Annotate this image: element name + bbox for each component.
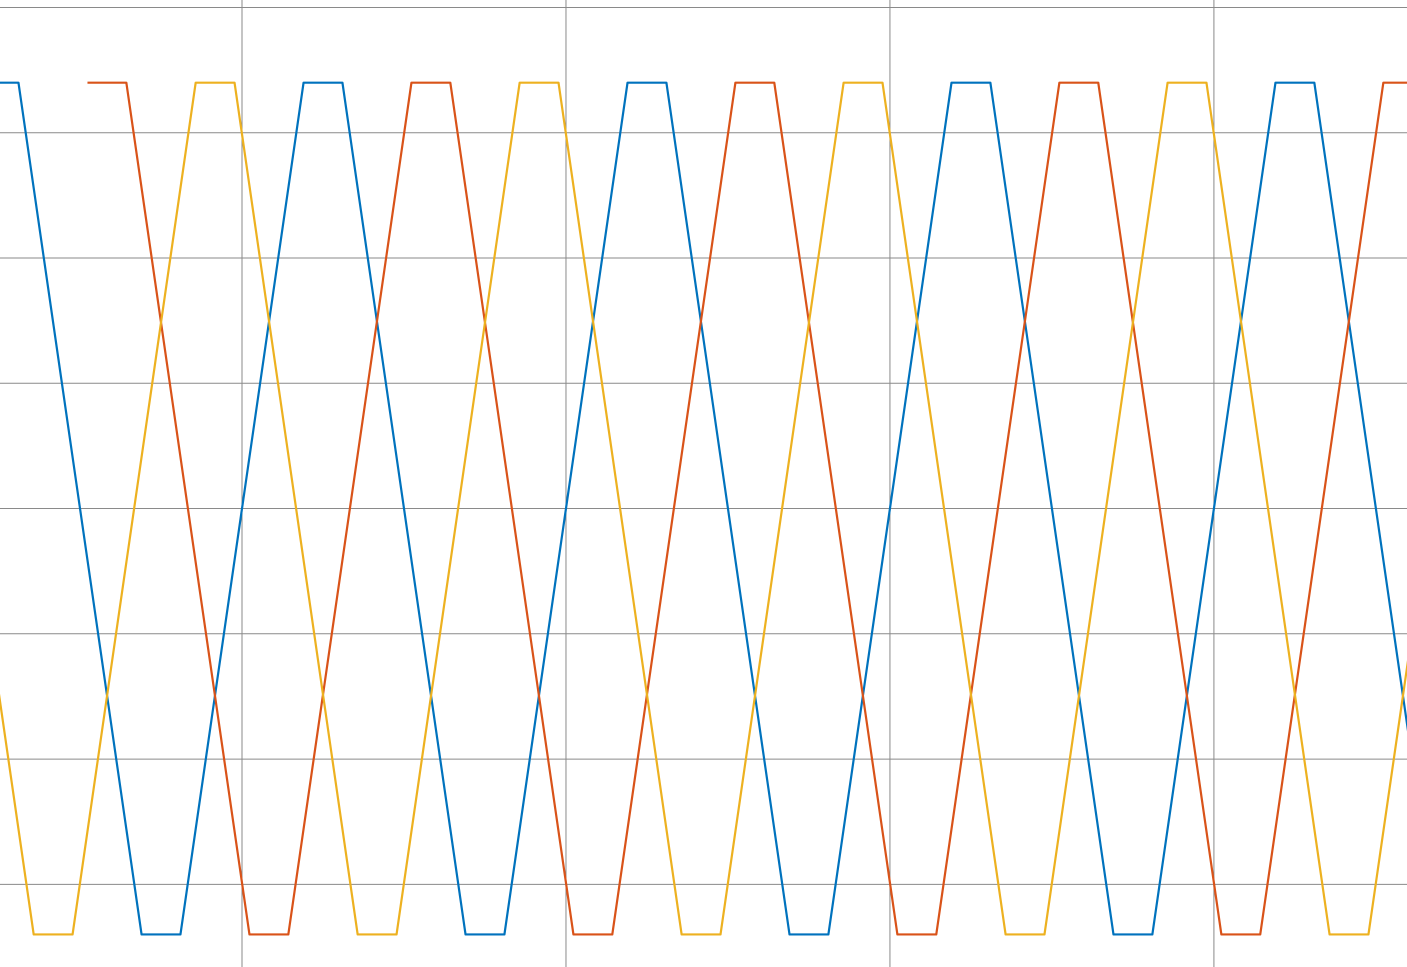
waveform-line	[87, 81, 1407, 936]
waveform-line	[0, 81, 1407, 936]
plot-area	[0, 81, 1407, 936]
waveform-line	[0, 81, 1407, 936]
